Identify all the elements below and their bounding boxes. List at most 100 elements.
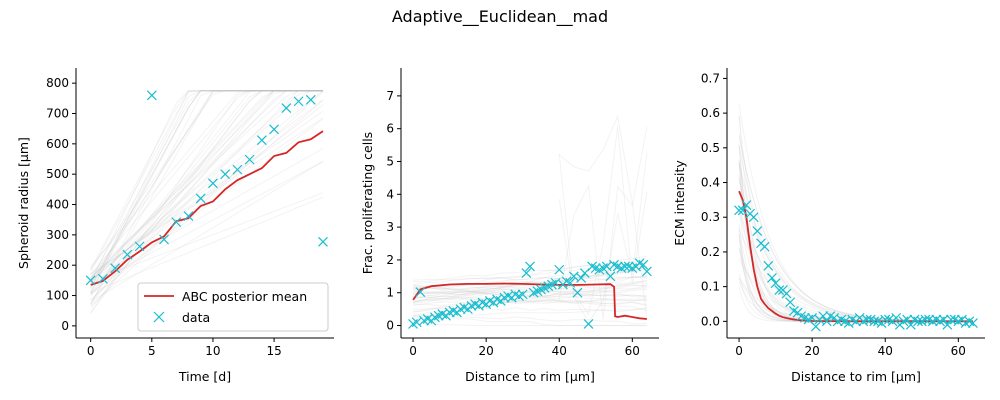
- data-point: [444, 307, 455, 318]
- background-trajectory: [90, 90, 323, 267]
- data-point: [638, 259, 649, 270]
- data-point: [183, 211, 194, 221]
- data-point: [583, 318, 594, 329]
- y-axis-label: Spheroid radius [μm]: [16, 137, 31, 269]
- data-point: [146, 90, 157, 101]
- axes-frame: 0 20 40 60 0.0 0.1 0.2 0.3 0.4 0.5 0.6 0.7: [701, 68, 985, 358]
- data-point: [946, 314, 956, 325]
- legend-marker-swatch: [153, 311, 165, 323]
- background-trajectory: [90, 90, 323, 309]
- background-trajectory: [90, 90, 323, 285]
- background-trajectory: [90, 90, 323, 281]
- data-point: [408, 318, 418, 329]
- data-point: [318, 236, 328, 247]
- y-tick-label: 0.6: [701, 106, 720, 120]
- background-trajectory: [558, 114, 648, 318]
- data-point: [293, 96, 304, 107]
- background-trajectory: [90, 196, 324, 294]
- background-trajectory: [413, 284, 647, 294]
- background-trajectory: [90, 90, 323, 296]
- legend-label-data: data: [182, 310, 210, 325]
- data-point: [759, 241, 770, 252]
- background-trajectory: [90, 90, 323, 275]
- background-trajectory: [738, 146, 973, 322]
- data-point: [565, 277, 576, 288]
- data-point: [774, 285, 785, 296]
- plot-marks: [734, 190, 978, 332]
- data-point: [85, 275, 96, 286]
- data-point: [748, 212, 759, 223]
- data-point: [909, 314, 920, 325]
- y-tick-label: 7: [386, 89, 394, 103]
- background-trajectory: [413, 288, 647, 303]
- background-trajectories: [90, 90, 324, 314]
- background-trajectory: [90, 90, 323, 294]
- x-tick-label: 20: [805, 344, 820, 358]
- panel-spheroid-radius: 0 5 10 15 0 100 200 300 400 500 600 700 800 Time [d]…: [16, 68, 334, 384]
- background-trajectory: [558, 126, 648, 320]
- background-trajectory: [90, 90, 323, 283]
- background-trajectory: [413, 275, 647, 283]
- y-tick-label: 6: [386, 122, 394, 136]
- background-trajectory: [90, 110, 324, 276]
- data-point: [821, 316, 832, 327]
- panel-proliferating-cells: 0 20 40 60 0 1 2 3 4 5 6 7 Distance to rim [μm] Fra…: [360, 68, 659, 384]
- y-tick-label: 200: [46, 258, 69, 272]
- background-trajectory: [90, 90, 324, 307]
- x-tick-label: 0: [735, 344, 743, 358]
- background-trajectory: [90, 90, 323, 305]
- data-point: [97, 273, 108, 284]
- data-point: [781, 288, 792, 299]
- background-trajectory: [90, 104, 324, 286]
- background-trajectory: [413, 285, 648, 312]
- data-point: [752, 226, 763, 237]
- y-tick-label: 0.0: [701, 314, 720, 328]
- data-point: [869, 316, 880, 327]
- data-point: [763, 260, 774, 271]
- y-tick-label: 400: [46, 198, 69, 212]
- panel-ecm-intensity: 0 20 40 60 0.0 0.1 0.2 0.3 0.4 0.5 0.6 0.7 Distance…: [672, 68, 985, 384]
- axes-frame: 0 5 10 15 0 100 200 300 400 500 600 700 800: [46, 68, 334, 358]
- data-point: [931, 314, 942, 325]
- data-point: [576, 273, 587, 283]
- background-trajectory: [90, 99, 324, 301]
- background-trajectory: [90, 160, 324, 302]
- axes-frame: 0 20 40 60 0 1 2 3 4 5 6 7: [386, 68, 659, 358]
- y-tick-label: 700: [46, 107, 69, 121]
- y-axis-label: Frac. proliferating cells: [360, 132, 375, 274]
- data-point: [605, 271, 616, 282]
- background-trajectory: [413, 308, 647, 317]
- background-trajectories: [738, 103, 973, 322]
- background-trajectory: [90, 90, 323, 313]
- legend-label-posterior-mean: ABC posterior mean: [182, 289, 307, 304]
- background-trajectory: [90, 90, 323, 301]
- y-tick-label: 0.1: [701, 280, 720, 294]
- background-trajectory: [90, 90, 323, 288]
- background-trajectory: [738, 224, 973, 322]
- background-trajectory: [90, 90, 323, 279]
- posterior-mean-line: [738, 190, 973, 323]
- background-trajectory: [413, 265, 648, 304]
- y-tick-label: 3: [386, 220, 394, 234]
- data-point: [741, 200, 752, 211]
- background-trajectory: [90, 90, 323, 279]
- background-trajectory: [90, 90, 324, 281]
- data-point: [942, 319, 953, 330]
- data-point: [785, 297, 796, 308]
- background-trajectory: [90, 90, 323, 314]
- background-trajectory: [412, 320, 647, 326]
- y-tick-label: 4: [386, 187, 394, 201]
- background-trajectories: [412, 114, 648, 326]
- background-trajectory: [738, 164, 973, 322]
- y-tick-label: 0: [61, 319, 69, 333]
- background-trajectory: [90, 90, 323, 304]
- data-point: [171, 217, 182, 228]
- y-tick-label: 0.5: [701, 141, 720, 155]
- y-tick-label: 0.3: [701, 210, 720, 224]
- y-tick-label: 800: [46, 76, 69, 90]
- background-trajectory: [413, 316, 647, 326]
- x-tick-label: 0: [409, 344, 417, 358]
- data-point: [525, 261, 535, 272]
- background-trajectory: [90, 118, 324, 294]
- background-trajectory: [90, 90, 323, 293]
